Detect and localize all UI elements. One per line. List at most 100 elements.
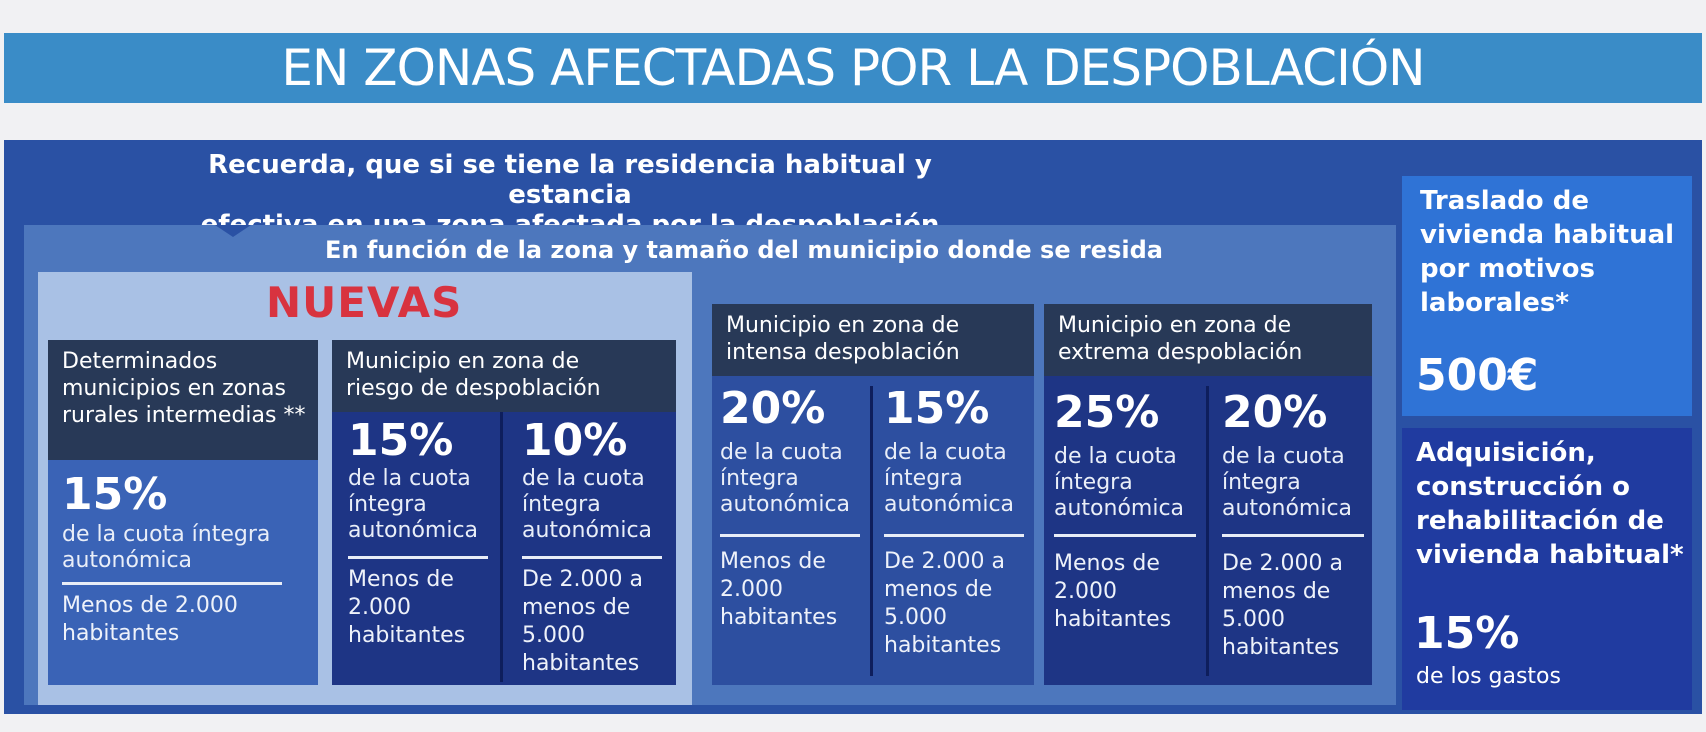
adquisicion-note: de los gastos [1416, 664, 1561, 689]
intensa-b-percentage: 15% [884, 383, 990, 434]
pop-line: De 2.000 a [884, 549, 1005, 574]
pop-line: habitantes [1222, 635, 1340, 660]
pop-line: De 2.000 a [1222, 551, 1343, 576]
pop-line: habitantes [1054, 607, 1172, 632]
rural-divider [62, 582, 282, 585]
desc-line: autonómica [1222, 496, 1353, 521]
pop-line: Menos de [720, 549, 826, 574]
intensa-b-population: De 2.000 a menos de 5.000 habitantes [884, 548, 1029, 660]
riesgo-a-population: Menos de 2.000 habitantes [348, 566, 498, 650]
extrema-header-line: Municipio en zona de [1058, 313, 1292, 338]
title-line: Adquisición, [1416, 438, 1596, 468]
intensa-header: Municipio en zona de intensa despoblació… [712, 304, 1034, 376]
riesgo-b-divider [522, 556, 662, 559]
rural-header-line: rurales intermedias ** [62, 403, 306, 428]
desc-line: de la cuota [348, 466, 471, 491]
desc-line: autonómica [720, 492, 851, 517]
riesgo-a-description: de la cuota íntegra autonómica [348, 466, 498, 544]
pop-line: De 2.000 a [522, 567, 643, 592]
desc-line: de la cuota íntegra [62, 522, 271, 547]
intensa-separator [870, 386, 873, 676]
adquisicion-percentage: 15% [1414, 608, 1520, 659]
desc-line: de la cuota [884, 440, 1007, 465]
intro-line: Recuerda, que si se tiene la residencia … [208, 150, 932, 210]
extrema-a-percentage: 25% [1054, 387, 1160, 438]
desc-line: de la cuota [1054, 444, 1177, 469]
pop-line: habitantes [348, 623, 466, 648]
desc-line: autonómica [522, 518, 653, 543]
riesgo-b-percentage: 10% [522, 415, 628, 466]
zone-subtitle: En función de la zona y tamaño del munic… [325, 236, 1163, 264]
title-line: laborales* [1420, 288, 1569, 318]
extrema-header-line: extrema despoblación [1058, 340, 1303, 365]
pop-line: 2.000 [720, 577, 783, 602]
rural-header-line: Determinados [62, 349, 218, 374]
riesgo-a-divider [348, 556, 488, 559]
extrema-a-population: Menos de 2.000 habitantes [1054, 550, 1202, 634]
nuevas-label: NUEVAS [266, 278, 463, 327]
pop-line: 2.000 [348, 595, 411, 620]
intensa-a-percentage: 20% [720, 383, 826, 434]
intensa-card [712, 376, 1034, 685]
title-line: por motivos [1420, 254, 1595, 284]
extrema-a-description: de la cuota íntegra autonómica [1054, 444, 1202, 522]
intensa-header-line: Municipio en zona de [726, 313, 960, 338]
pop-line: habitantes [522, 651, 640, 676]
pop-line: Menos de [348, 567, 454, 592]
pop-line: 5.000 [522, 623, 585, 648]
intensa-b-description: de la cuota íntegra autonómica [884, 440, 1029, 518]
desc-line: íntegra [884, 466, 963, 491]
riesgo-b-description: de la cuota íntegra autonómica [522, 466, 672, 544]
extrema-a-divider [1054, 534, 1196, 537]
notch-arrow [215, 225, 251, 237]
riesgo-header-line: Municipio en zona de [346, 349, 580, 374]
pop-line: Menos de 2.000 [62, 593, 238, 618]
adquisicion-title: Adquisición, construcción o rehabilitaci… [1416, 436, 1696, 572]
riesgo-header: Municipio en zona de riesgo de despoblac… [332, 340, 676, 412]
title-line: rehabilitación de [1416, 506, 1664, 536]
desc-line: íntegra [348, 492, 427, 517]
pop-line: menos de [1222, 579, 1331, 604]
extrema-header: Municipio en zona de extrema despoblació… [1044, 304, 1372, 376]
traslado-title: Traslado de vivienda habitual por motivo… [1420, 184, 1690, 320]
rural-percentage: 15% [62, 469, 168, 520]
title-banner: EN ZONAS AFECTADAS POR LA DESPOBLACIÓN [4, 33, 1702, 103]
extrema-b-percentage: 20% [1222, 387, 1328, 438]
extrema-b-description: de la cuota íntegra autonómica [1222, 444, 1370, 522]
extrema-separator [1206, 386, 1209, 676]
desc-line: íntegra [720, 466, 799, 491]
riesgo-a-percentage: 15% [348, 415, 454, 466]
riesgo-header-line: riesgo de despoblación [346, 376, 601, 401]
extrema-b-divider [1222, 534, 1364, 537]
rural-header: Determinados municipios en zonas rurales… [48, 340, 318, 460]
pop-line: 2.000 [1054, 579, 1117, 604]
intensa-b-divider [884, 534, 1024, 537]
title-line: vivienda habitual* [1416, 540, 1684, 570]
pop-line: menos de [884, 577, 993, 602]
desc-line: autonómica [62, 548, 193, 573]
intensa-header-line: intensa despoblación [726, 340, 960, 365]
desc-line: íntegra [1054, 470, 1133, 495]
pop-line: habitantes [720, 605, 838, 630]
title-line: Traslado de [1420, 186, 1589, 216]
rural-card [48, 460, 318, 685]
pop-line: habitantes [62, 621, 180, 646]
title-line: vivienda habitual [1420, 220, 1675, 250]
title-line: construcción o [1416, 472, 1631, 502]
desc-line: íntegra [522, 492, 601, 517]
rural-description: de la cuota íntegra autonómica [62, 522, 312, 574]
pop-line: Menos de [1054, 551, 1160, 576]
desc-line: de la cuota [522, 466, 645, 491]
page-title: EN ZONAS AFECTADAS POR LA DESPOBLACIÓN [281, 39, 1425, 97]
desc-line: autonómica [1054, 496, 1185, 521]
desc-line: de la cuota [720, 440, 843, 465]
intensa-a-description: de la cuota íntegra autonómica [720, 440, 865, 518]
desc-line: íntegra [1222, 470, 1301, 495]
traslado-box [1402, 176, 1692, 416]
pop-line: menos de [522, 595, 631, 620]
adquisicion-box [1402, 428, 1692, 710]
extrema-b-population: De 2.000 a menos de 5.000 habitantes [1222, 550, 1370, 662]
pop-line: habitantes [884, 633, 1002, 658]
desc-line: autonómica [884, 492, 1015, 517]
riesgo-card [332, 412, 676, 685]
